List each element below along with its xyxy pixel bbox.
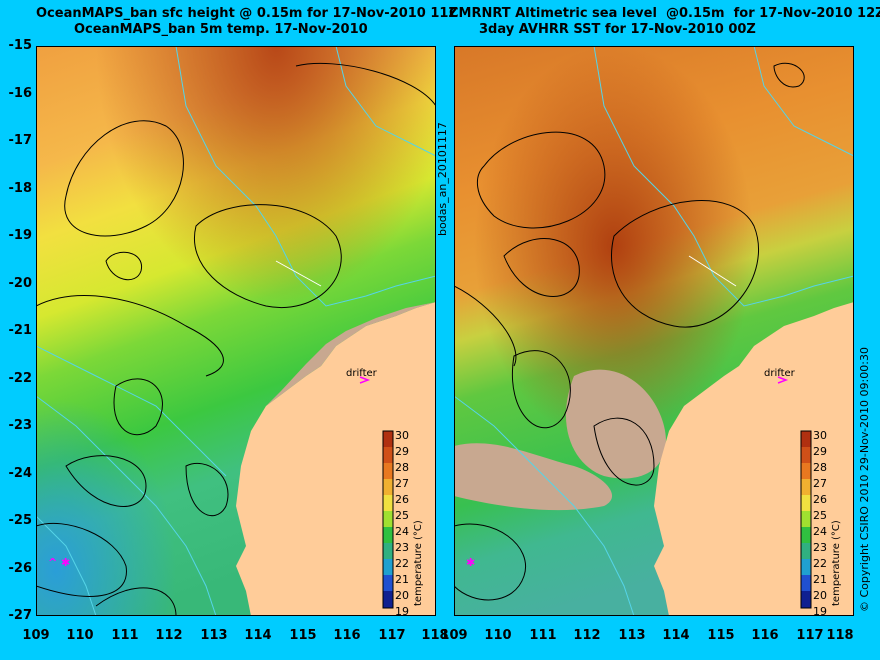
drifter-label: drifter <box>764 368 796 379</box>
colorbar-tick: 21 <box>395 573 409 586</box>
x-tick-label: 115 <box>707 628 735 643</box>
left-title-line1: OceanMAPS_ban sfc height @ 0.15m for 17-… <box>36 6 458 21</box>
colorbar-tick: 24 <box>813 525 827 538</box>
y-tick-label: -18 <box>8 181 33 196</box>
x-tick-label: 114 <box>244 628 272 643</box>
colorbar-tick: 23 <box>813 541 827 554</box>
y-tick-label: -25 <box>8 513 33 528</box>
colorbar-tick: 20 <box>813 589 827 602</box>
y-tick-label: -23 <box>8 418 33 433</box>
sea-level-contours <box>36 62 436 616</box>
colorbar-tick: 29 <box>813 445 827 458</box>
colorbar-title: temperature (°C) <box>831 520 842 606</box>
x-tick-label: 113 <box>200 628 228 643</box>
colorbar-tick: 23 <box>395 541 409 554</box>
isobaths <box>36 46 436 616</box>
colorbar-tick: 30 <box>395 429 409 442</box>
x-tick-label: 115 <box>289 628 317 643</box>
right-title-line1: CMRNRT Altimetric sea level @0.15m for 1… <box>449 6 880 21</box>
isobaths <box>454 46 854 616</box>
panel-frame <box>454 46 854 616</box>
colorbar-tick: 28 <box>813 461 827 474</box>
y-tick-label: -21 <box>8 323 33 338</box>
colorbar-title: temperature (°C) <box>413 520 424 606</box>
colorbar-tick: 25 <box>395 509 409 522</box>
y-tick-label: -15 <box>8 38 33 53</box>
drifter-label: drifter <box>346 368 378 379</box>
drifter-marker-sw: ✱ <box>466 556 475 569</box>
colorbar-tick: 25 <box>813 509 827 522</box>
colorbar-tick: 26 <box>813 493 827 506</box>
colorbar-tick: 22 <box>813 557 827 570</box>
x-tick-label: 118 <box>826 628 854 643</box>
x-tick-label: 110 <box>66 628 94 643</box>
x-tick-label: 117 <box>378 628 406 643</box>
cloud-mask <box>565 369 666 479</box>
colorbar-tick: 22 <box>395 557 409 570</box>
x-tick-label: 114 <box>662 628 690 643</box>
right-title-line2: 3day AVHRR SST for 17-Nov-2010 00Z <box>479 22 756 37</box>
drifter-marker-sw: ^ ✱ <box>48 556 70 569</box>
cloud-mask <box>454 443 613 511</box>
y-tick-label: -19 <box>8 228 33 243</box>
left-title-line2: OceanMAPS_ban 5m temp. 17-Nov-2010 <box>74 22 368 37</box>
y-tick-label: -24 <box>8 466 33 481</box>
x-tick-label: 111 <box>111 628 139 643</box>
colorbar-tick: 19 <box>813 605 827 616</box>
analysis-label: bodas_an_20101117 <box>436 122 449 236</box>
drifter-marker <box>359 376 371 384</box>
colorbar-tick: 21 <box>813 573 827 586</box>
y-tick-label: -16 <box>8 86 33 101</box>
x-tick-label: 116 <box>751 628 779 643</box>
sea-level-contours <box>454 62 805 601</box>
colorbar-tick: 29 <box>395 445 409 458</box>
colorbar: 30 29 28 27 26 25 24 23 22 21 20 19 temp… <box>800 429 842 616</box>
colorbar-tick: 28 <box>395 461 409 474</box>
y-tick-label: -26 <box>8 561 33 576</box>
x-tick-label: 112 <box>573 628 601 643</box>
y-tick-label: -27 <box>8 608 33 623</box>
colorbar-tick: 20 <box>395 589 409 602</box>
x-tick-label: 109 <box>440 628 468 643</box>
x-tick-label: 112 <box>155 628 183 643</box>
y-tick-label: -22 <box>8 371 33 386</box>
transect-line <box>688 255 737 287</box>
colorbar-tick: 27 <box>395 477 409 490</box>
y-tick-label: -17 <box>8 133 33 148</box>
x-tick-label: 110 <box>484 628 512 643</box>
drifter-marker <box>777 376 789 384</box>
x-tick-label: 118 <box>421 628 449 643</box>
x-tick-label: 113 <box>618 628 646 643</box>
colorbar-tick: 30 <box>813 429 827 442</box>
colorbar-tick: 19 <box>395 605 409 616</box>
colorbar: 30 29 28 27 26 25 24 23 22 21 20 19 temp… <box>382 429 424 616</box>
colorbar-tick: 26 <box>395 493 409 506</box>
panel-frame <box>36 46 436 616</box>
x-tick-label: 117 <box>796 628 824 643</box>
transect-line <box>275 260 322 287</box>
y-tick-label: -20 <box>8 276 33 291</box>
left-map-panel: drifter ^ ✱ 30 29 28 27 26 25 24 23 <box>36 46 436 616</box>
x-tick-label: 109 <box>22 628 50 643</box>
right-map-panel: drifter ✱ 30 29 28 27 26 25 24 23 22 <box>454 46 854 616</box>
colorbar-tick: 27 <box>813 477 827 490</box>
x-tick-label: 111 <box>529 628 557 643</box>
x-tick-label: 116 <box>333 628 361 643</box>
colorbar-tick: 24 <box>395 525 409 538</box>
copyright-label: © Copyright CSIRO 2010 29-Nov-2010 09:00… <box>858 347 871 612</box>
